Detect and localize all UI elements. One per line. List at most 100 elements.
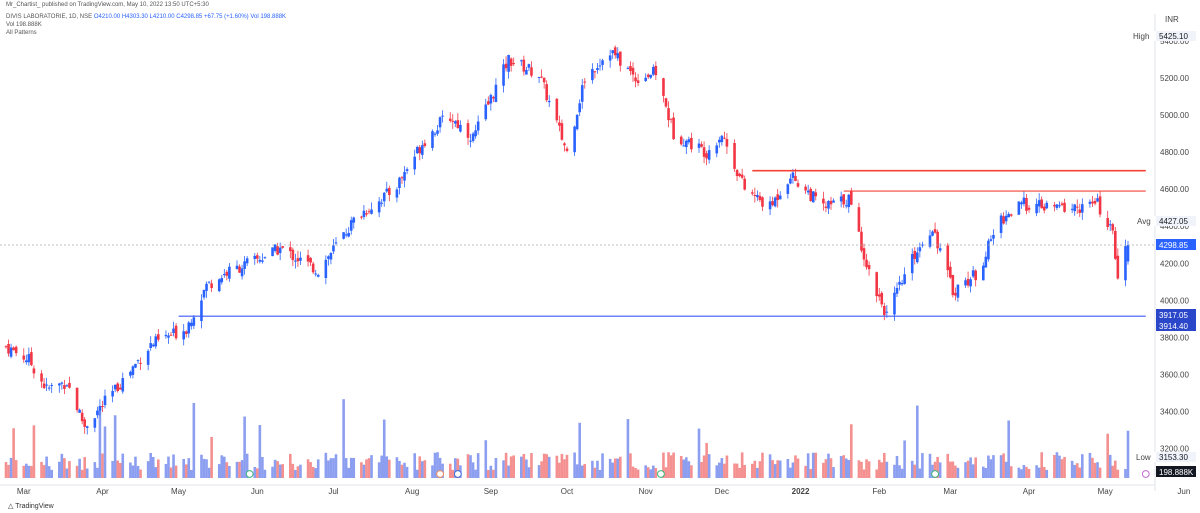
volume-bar — [824, 459, 828, 478]
y-tick-label: 4600.00 — [1160, 185, 1189, 194]
candle — [1042, 203, 1046, 214]
candle — [580, 79, 584, 109]
candle — [1108, 219, 1112, 231]
candle — [776, 189, 779, 208]
volume-bar — [96, 467, 99, 478]
volume-bar — [418, 456, 422, 478]
volume-bar — [238, 461, 241, 478]
volume-bar — [804, 465, 807, 478]
pattern-marker — [1141, 470, 1150, 478]
candle — [400, 175, 404, 184]
high-value-box — [1156, 31, 1196, 41]
volume-bar — [400, 464, 404, 478]
volume-bar — [898, 465, 901, 478]
candle — [667, 101, 670, 128]
volume-bar — [634, 468, 637, 478]
candle — [93, 418, 97, 433]
volume-tag: 198.888K — [1156, 466, 1196, 477]
candle — [1058, 201, 1061, 209]
candle — [342, 232, 345, 240]
volume-bar — [438, 457, 442, 478]
volume-bar — [949, 461, 952, 478]
candle — [1022, 190, 1026, 207]
candle — [946, 242, 950, 278]
candle — [626, 66, 630, 70]
candle — [956, 284, 960, 302]
pattern-marker — [931, 470, 939, 478]
volume-bar — [1042, 466, 1046, 478]
candle — [502, 59, 505, 93]
volume-bar — [875, 469, 878, 478]
candle — [184, 330, 188, 338]
volume-bar — [644, 465, 647, 478]
volume-bar — [918, 468, 922, 478]
volume-bar — [916, 405, 919, 478]
candle — [14, 345, 18, 357]
volume-bar — [860, 461, 863, 478]
candle — [334, 237, 338, 246]
x-tick-label: Jun — [251, 487, 264, 496]
ohlc-close: C4298.85 — [176, 14, 203, 20]
patterns-label: All Patterns — [6, 30, 37, 36]
candle — [121, 372, 125, 394]
tradingview-logo[interactable]: △ TradingView — [8, 502, 54, 510]
volume-bar — [895, 455, 899, 478]
volume-bar — [789, 467, 792, 478]
candle — [1063, 198, 1066, 213]
volume-bar — [192, 402, 196, 478]
volume-bar — [83, 457, 86, 478]
candle — [758, 191, 762, 203]
candle — [857, 202, 861, 232]
candle — [880, 291, 884, 308]
avg-label: Avg — [1137, 217, 1151, 226]
candle — [636, 73, 640, 87]
volume-bar — [778, 460, 782, 478]
candle — [530, 61, 533, 78]
volume-bar — [240, 460, 244, 478]
x-tick-label: Aug — [405, 487, 419, 496]
candle — [347, 227, 350, 238]
candle — [578, 99, 581, 117]
candle — [984, 251, 988, 268]
volume-bar — [555, 455, 559, 478]
candle — [261, 253, 264, 264]
volume-bar — [423, 460, 427, 478]
volume-bar — [1124, 468, 1127, 478]
candle — [289, 241, 292, 259]
candle — [753, 187, 757, 203]
candle — [1040, 196, 1043, 209]
low-value-box — [1156, 452, 1196, 462]
volume-bar — [1060, 459, 1064, 478]
volume-bar — [578, 422, 581, 478]
candle — [725, 132, 729, 154]
candle — [471, 131, 475, 143]
volume-bar — [278, 464, 282, 478]
candle — [9, 343, 13, 359]
candle — [278, 242, 282, 261]
volume-bar — [984, 467, 988, 478]
candle — [116, 382, 119, 393]
candle — [22, 348, 26, 363]
volume-bar — [687, 461, 691, 478]
volume-bar — [471, 462, 475, 478]
candle — [1060, 201, 1064, 207]
candle — [240, 264, 244, 280]
y-tick-label: 3600.00 — [1160, 370, 1189, 379]
y-tick-labels: 3200.00 3400.00 3600.00 3800.00 4000.00 4200.… — [1160, 37, 1189, 454]
volume-bar — [583, 464, 587, 478]
volume-bar — [626, 419, 630, 478]
candle — [80, 409, 84, 425]
low-label-box — [1133, 452, 1156, 462]
volume-bar — [1111, 465, 1115, 478]
candle — [78, 408, 81, 413]
volume-bar — [809, 468, 812, 478]
high-label-box — [1130, 31, 1156, 41]
volume-bar — [382, 419, 386, 478]
candle — [200, 294, 203, 329]
candle — [395, 187, 399, 203]
candle — [738, 172, 741, 178]
volume-bar — [903, 440, 906, 478]
volume-bar — [281, 464, 284, 478]
candle — [809, 187, 812, 202]
